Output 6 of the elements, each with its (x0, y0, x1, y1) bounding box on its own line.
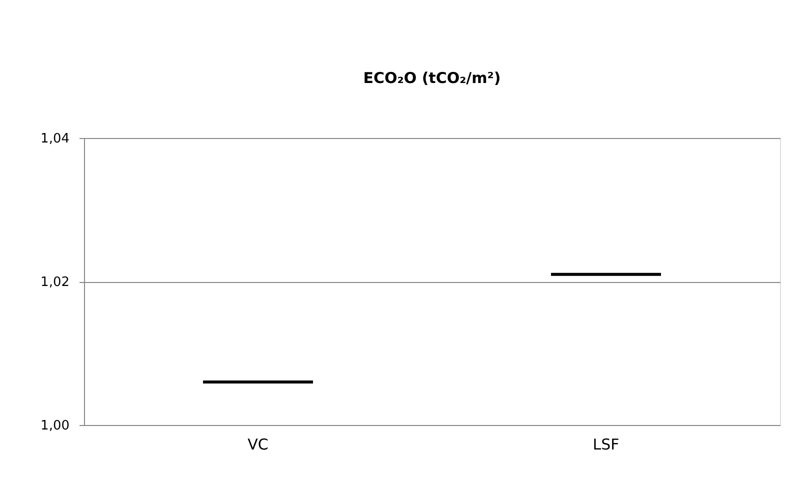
y-tick-label: 1,00 (40, 418, 70, 434)
x-tick-label: LSF (592, 436, 620, 454)
y-tick-label: 1,02 (40, 275, 70, 290)
x-tick-label: VC (248, 436, 268, 454)
y-tick-label: 1,04 (40, 132, 70, 146)
chart-title: ECO₂O (tCO₂/m²) (363, 69, 501, 87)
